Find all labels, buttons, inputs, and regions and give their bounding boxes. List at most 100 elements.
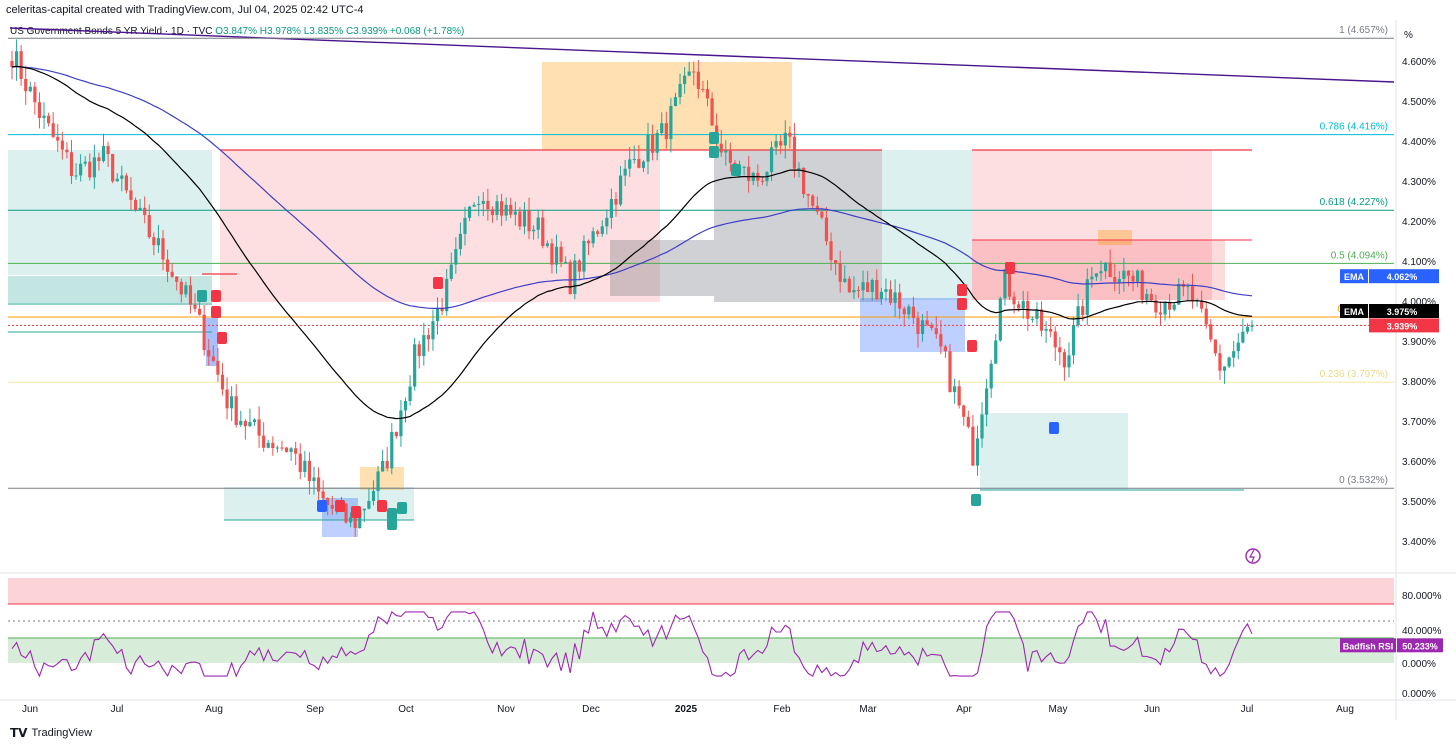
fib-level-label: 0 (3.532%) — [1339, 475, 1388, 486]
tradingview-logo-icon: 𝗧𝗩 — [10, 726, 28, 740]
candle-body — [1035, 309, 1039, 319]
price-tag-name-bg — [1340, 304, 1368, 318]
candle-body — [605, 217, 609, 227]
candle-body — [989, 363, 993, 389]
axis-layer: % 4.600% 4.500% 4.400% 4.300% 4.200% 4.100% 4.0… — [22, 30, 1442, 715]
candle-body — [829, 241, 833, 261]
signal-marker-icon — [397, 502, 407, 514]
signal-marker-layer — [197, 132, 1261, 564]
y-unit-label: % — [1404, 30, 1413, 41]
candle-body — [943, 346, 948, 352]
candle-body — [939, 334, 943, 347]
candle-body — [303, 460, 307, 473]
candle-body — [875, 279, 879, 300]
candle-body — [532, 229, 536, 232]
candle-body — [1131, 275, 1135, 282]
x-tick-label: Aug — [205, 704, 223, 715]
candle-body — [769, 147, 774, 173]
signal-marker-icon — [197, 290, 207, 302]
candle-body — [1222, 366, 1227, 371]
signal-marker-icon — [377, 500, 387, 512]
candle-body — [381, 460, 385, 472]
rsi-tick-label: 40.000% — [1402, 626, 1442, 637]
signal-marker-icon — [971, 494, 981, 506]
candle-body — [47, 115, 51, 124]
candle-body — [614, 199, 618, 205]
fib-level-label: 1 (4.657%) — [1339, 25, 1388, 36]
candle-body — [701, 88, 705, 90]
candle-body — [664, 123, 668, 140]
candle-body — [838, 263, 842, 282]
candle-body — [19, 51, 23, 79]
candle-body — [111, 153, 115, 182]
candle-body — [907, 306, 911, 315]
candle-body — [669, 105, 673, 140]
candle-body — [966, 416, 970, 427]
candle-body — [861, 282, 865, 291]
candle-body — [10, 61, 14, 67]
y-tick-label: 4.100% — [1402, 257, 1436, 268]
candle-body — [175, 276, 179, 282]
candle-body — [1039, 309, 1044, 331]
candle-body — [495, 201, 499, 215]
candle-body — [779, 141, 783, 146]
candle-body — [650, 134, 655, 153]
price-tag-value: 4.062% — [1387, 272, 1418, 282]
candle-body — [344, 503, 348, 523]
candle-body — [454, 249, 458, 265]
signal-marker-icon — [433, 277, 443, 289]
x-tick-label: Feb — [773, 704, 791, 715]
candle-body — [161, 238, 165, 260]
candle-body — [1158, 312, 1163, 315]
fib-level-label: 0.236 (3.797%) — [1320, 369, 1388, 380]
candle-body — [609, 199, 614, 218]
candle-body — [51, 123, 55, 137]
tradingview-brand[interactable]: 𝗧𝗩 TradingView — [10, 726, 92, 740]
candle-body — [124, 175, 128, 191]
candle-body — [367, 501, 371, 509]
candle-body — [179, 281, 183, 295]
price-tag-name-bg — [1340, 269, 1368, 284]
zone-box-10 — [1098, 230, 1132, 245]
ohlc-high: H3.978% — [259, 26, 301, 37]
candle-body — [426, 335, 430, 340]
candle-body — [806, 194, 810, 196]
y-tick-label: 4.300% — [1402, 177, 1436, 188]
candle-body — [1227, 357, 1231, 367]
candle-body — [760, 180, 765, 182]
candle-body — [852, 290, 856, 293]
candle-body — [797, 167, 801, 169]
candle-body — [710, 98, 714, 126]
candle-body — [37, 102, 42, 119]
candle-body — [129, 190, 133, 200]
candle-body — [527, 210, 531, 232]
candle-body — [399, 410, 403, 437]
candle-body — [88, 161, 92, 178]
candle-body — [774, 141, 778, 148]
signal-marker-icon — [211, 290, 221, 302]
candle-body — [1094, 273, 1099, 277]
x-tick-label: Jul — [111, 704, 124, 715]
candle-body — [230, 396, 234, 409]
signal-marker-icon — [967, 340, 977, 352]
alert-bolt-icon — [1248, 549, 1255, 563]
y-tick-label: 3.700% — [1402, 417, 1436, 428]
candle-body — [152, 237, 156, 246]
candle-body — [705, 89, 710, 99]
y-tick-label: 3.400% — [1402, 537, 1436, 548]
candle-body — [257, 419, 261, 436]
candle-body — [678, 84, 682, 98]
price-tag-value: 3.939% — [1387, 321, 1418, 331]
candle-body — [888, 289, 893, 303]
price-tag-value-bg — [1369, 318, 1439, 333]
candle-body — [980, 414, 984, 439]
candle-body — [985, 388, 989, 415]
candle-body — [42, 115, 46, 119]
candle-body — [1053, 331, 1057, 348]
candle-body — [1007, 269, 1012, 297]
rsi-tag-name-bg — [1340, 638, 1396, 653]
candle-body — [513, 211, 517, 215]
candle-body — [742, 166, 746, 168]
candle-body — [1250, 325, 1254, 327]
